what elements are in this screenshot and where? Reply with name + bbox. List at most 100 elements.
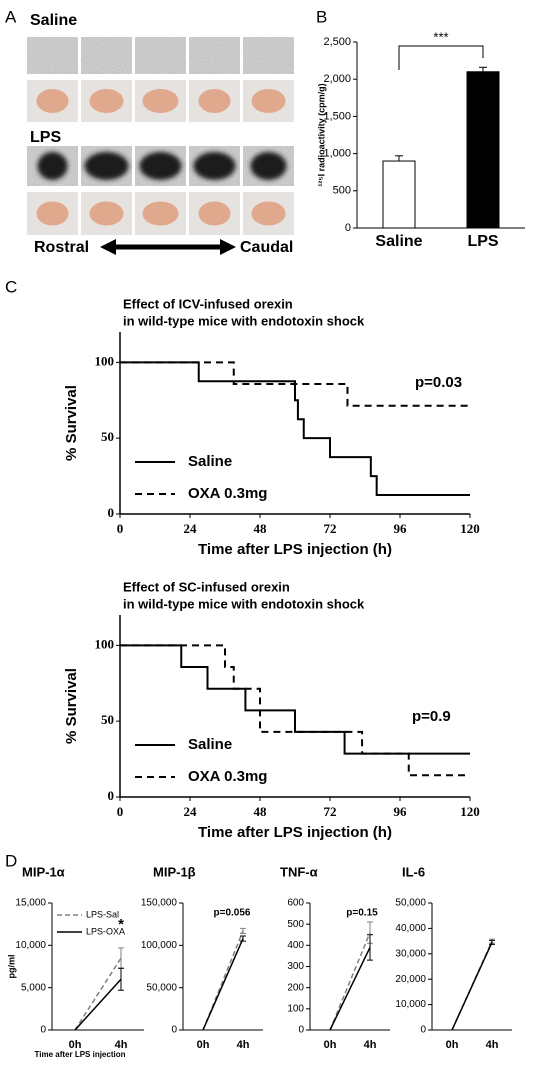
axis-line: [431, 903, 512, 1031]
axis-line: [51, 903, 144, 1031]
y-tick-label: 50,000: [395, 898, 426, 909]
tissue-image: [189, 37, 240, 74]
series-line: [120, 361, 470, 497]
error-bar: [489, 939, 495, 945]
axis-line: [182, 903, 263, 1031]
y-tick-label: 0: [171, 1025, 177, 1036]
image-noise: [81, 37, 132, 74]
panel-label: D: [5, 851, 17, 870]
annotation: p=0.9: [412, 708, 451, 725]
y-tick-label: 10,000: [395, 999, 426, 1010]
x-tick-label: 4h: [486, 1039, 499, 1051]
y-tick-label: 5,000: [21, 982, 46, 993]
y-tick-label: 15,000: [15, 898, 46, 909]
tissue-image: [81, 37, 132, 74]
y-tick-label: 100: [287, 1003, 304, 1014]
series-line: [74, 978, 122, 1031]
y-tick-label: 0: [40, 1025, 46, 1036]
x-tick-label: 96: [394, 521, 408, 536]
x-axis-label: Time after LPS injection: [35, 1050, 126, 1059]
tissue: [142, 89, 179, 113]
annotation: ***: [433, 29, 448, 44]
tissue-image: [189, 80, 240, 122]
x-tick-label: 72: [324, 804, 337, 819]
y-tick-label: 50,000: [146, 982, 177, 993]
axis-line: [356, 42, 525, 229]
annotation: *: [118, 916, 124, 933]
y-tick-label: 100,000: [141, 940, 178, 951]
axis-line: [119, 615, 470, 798]
tissue-image: [27, 192, 78, 235]
y-tick-label: 10,000: [15, 940, 46, 951]
x-axis-label: Time after LPS injection (h): [198, 541, 392, 558]
signal: [139, 152, 182, 180]
series-line: [451, 942, 493, 1031]
y-tick-label: 300: [287, 961, 304, 972]
tissue: [251, 201, 286, 226]
tissue: [198, 201, 231, 226]
y-tick-label: 150,000: [141, 898, 178, 909]
x-tick-label: 0h: [324, 1039, 337, 1051]
signal: [37, 152, 68, 180]
image-noise: [27, 37, 78, 74]
annotation: p=0.056: [214, 908, 251, 919]
tissue-image: [27, 146, 78, 186]
tissue-image: [81, 80, 132, 122]
panel-label: C: [5, 277, 17, 296]
y-tick-label: 30,000: [395, 948, 426, 959]
y-tick-label: 20,000: [395, 974, 426, 985]
tissue-image: [27, 80, 78, 122]
y-tick-label: 50: [101, 712, 114, 727]
y-tick-label: 2,000: [323, 73, 351, 85]
chart-title: IL-6: [402, 864, 425, 879]
series-line: [202, 938, 244, 1031]
chart-subtitle: in wild-type mice with endotoxin shock: [123, 596, 365, 611]
signal: [193, 152, 236, 180]
signal: [84, 152, 129, 180]
group-label: LPS: [30, 129, 61, 146]
y-tick-label: 100: [95, 636, 115, 651]
tissue-image: [81, 192, 132, 235]
tissue-image: [189, 192, 240, 235]
tissue: [142, 201, 179, 226]
chart-title: MIP-1α: [22, 864, 65, 879]
y-tick-label: 200: [287, 982, 304, 993]
chart-title: Effect of ICV-infused orexin: [123, 296, 293, 311]
tissue-image: [81, 146, 132, 186]
tissue: [36, 201, 69, 226]
tissue: [251, 89, 286, 113]
y-tick-label: 400: [287, 940, 304, 951]
significance-bracket: [398, 45, 484, 70]
legend-label: LPS-Sal: [86, 909, 119, 919]
y-axis-label: % Survival: [63, 668, 80, 744]
x-tick-label: 0: [117, 804, 124, 819]
x-tick-label: 24: [184, 521, 198, 536]
x-tick-label: 72: [324, 521, 337, 536]
series-line: [120, 644, 470, 755]
tissue: [89, 89, 124, 113]
series-line: [329, 932, 371, 1031]
tissue-image: [135, 146, 186, 186]
x-axis-label: Time after LPS injection (h): [198, 824, 392, 841]
tissue-image: [189, 146, 240, 186]
y-tick-label: 500: [333, 185, 351, 197]
x-tick-label: 0h: [69, 1039, 82, 1051]
error-bar: [367, 934, 373, 961]
y-tick-label: 1,500: [323, 110, 351, 122]
legend-label: Saline: [188, 453, 232, 470]
legend-label: OXA 0.3mg: [188, 485, 267, 502]
axis-label: Rostral: [34, 239, 89, 256]
y-axis-label: pg/ml: [6, 955, 16, 979]
chart-subtitle: in wild-type mice with endotoxin shock: [123, 313, 365, 328]
y-tick-label: 0: [298, 1025, 304, 1036]
tissue-image: [243, 37, 294, 74]
y-tick-label: 600: [287, 898, 304, 909]
arrow: [100, 239, 236, 255]
y-tick-label: 500: [287, 919, 304, 930]
y-tick-label: 0: [345, 222, 351, 234]
chart-title: Effect of SC-infused orexin: [123, 579, 290, 594]
panel-a: A Saline LPS Rostral Caudal: [5, 7, 294, 256]
x-tick-label: 0h: [446, 1039, 459, 1051]
